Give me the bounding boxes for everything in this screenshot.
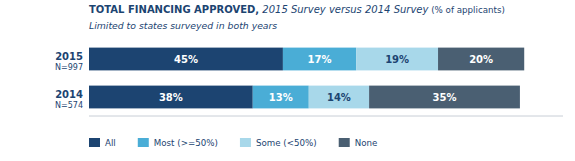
data-label: 45% xyxy=(174,54,198,65)
legend-label: Most (>=50%) xyxy=(154,138,218,148)
subtitle: Limited to states surveyed in both years xyxy=(89,20,277,31)
data-label: 17% xyxy=(308,54,332,65)
data-label: 20% xyxy=(469,54,493,65)
legend: All Most (>=50%) Some (<50%) None xyxy=(89,138,377,148)
legend-swatch xyxy=(240,138,251,147)
bar-segment xyxy=(89,86,253,109)
bar-segment xyxy=(253,86,309,109)
bar-segment xyxy=(438,48,524,71)
data-label: 19% xyxy=(385,54,409,65)
title-part: 2015 Survey versus 2014 Survey xyxy=(259,4,429,15)
category-sublabel: N=574 xyxy=(55,101,83,110)
x-axis-line xyxy=(89,116,563,117)
category-label: 2015 xyxy=(55,51,83,62)
bar-segment xyxy=(356,48,438,71)
legend-label: None xyxy=(355,138,378,148)
legend-swatch xyxy=(89,138,100,147)
bar-segment xyxy=(283,48,356,71)
labels: 45% 17% 19% 20% 38% 13% 14% 35% xyxy=(159,54,493,103)
bars xyxy=(89,48,524,109)
title-part: (% of applicants) xyxy=(428,5,504,15)
legend-label: Some (<50%) xyxy=(256,138,317,148)
bar-segment xyxy=(309,86,369,109)
bar-segment xyxy=(369,86,520,109)
legend-swatch xyxy=(339,138,350,147)
data-label: 38% xyxy=(159,92,183,103)
bar-segment xyxy=(89,48,283,71)
data-label: 35% xyxy=(433,92,457,103)
legend-label: All xyxy=(105,138,116,148)
legend-swatch xyxy=(138,138,149,147)
data-label: 14% xyxy=(327,92,351,103)
title-part: TOTAL FINANCING APPROVED, xyxy=(89,4,259,15)
title: TOTAL FINANCING APPROVED, 2015 Survey ve… xyxy=(89,4,505,15)
category-sublabel: N=997 xyxy=(55,63,83,72)
category-label: 2014 xyxy=(55,89,83,100)
chart: TOTAL FINANCING APPROVED, 2015 Survey ve… xyxy=(0,0,575,161)
data-label: 13% xyxy=(269,92,293,103)
